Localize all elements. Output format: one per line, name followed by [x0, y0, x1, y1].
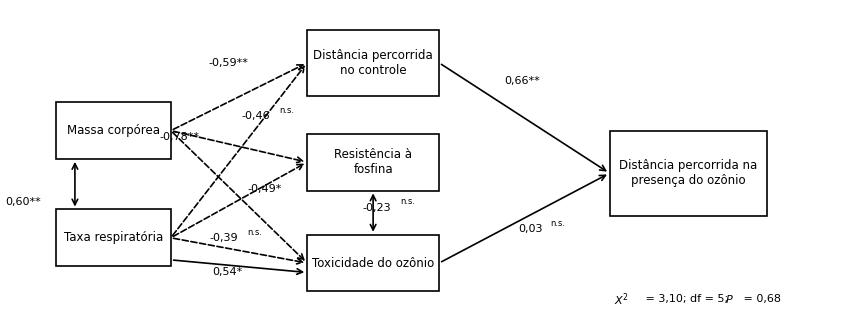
Text: -0,46: -0,46 [242, 111, 270, 121]
FancyBboxPatch shape [307, 134, 439, 190]
Text: Toxicidade do ozônio: Toxicidade do ozônio [312, 257, 434, 270]
Text: $P$: $P$ [725, 293, 734, 305]
Text: n.s.: n.s. [280, 106, 294, 115]
Text: 0,66**: 0,66** [504, 76, 540, 86]
Text: Massa corpórea: Massa corpórea [67, 124, 160, 137]
Text: n.s.: n.s. [247, 228, 262, 237]
FancyBboxPatch shape [307, 30, 439, 96]
Text: -0,23: -0,23 [363, 203, 391, 212]
Text: n.s.: n.s. [401, 197, 415, 206]
Text: -0,39: -0,39 [209, 233, 238, 244]
Text: -0,59**: -0,59** [208, 58, 249, 68]
Text: = 0,68: = 0,68 [740, 294, 781, 304]
Text: Distância percorrida na
presença do ozônio: Distância percorrida na presença do ozôn… [619, 159, 758, 187]
FancyBboxPatch shape [609, 131, 767, 216]
Text: $X^2$: $X^2$ [613, 291, 629, 308]
Text: = 3,10; df = 5;: = 3,10; df = 5; [642, 294, 732, 304]
FancyBboxPatch shape [307, 235, 439, 291]
Text: -0,78**: -0,78** [160, 132, 199, 142]
FancyBboxPatch shape [56, 210, 171, 266]
Text: 0,60**: 0,60** [5, 197, 41, 207]
FancyBboxPatch shape [56, 102, 171, 159]
Text: 0,03: 0,03 [518, 224, 542, 234]
Text: -0,49*: -0,49* [247, 184, 281, 194]
Text: Taxa respiratória: Taxa respiratória [63, 231, 163, 244]
Text: Distância percorrida
no controle: Distância percorrida no controle [313, 49, 433, 77]
Text: n.s.: n.s. [550, 219, 565, 228]
Text: Resistência à
fosfina: Resistência à fosfina [334, 148, 412, 176]
Text: 0,54*: 0,54* [213, 266, 243, 277]
